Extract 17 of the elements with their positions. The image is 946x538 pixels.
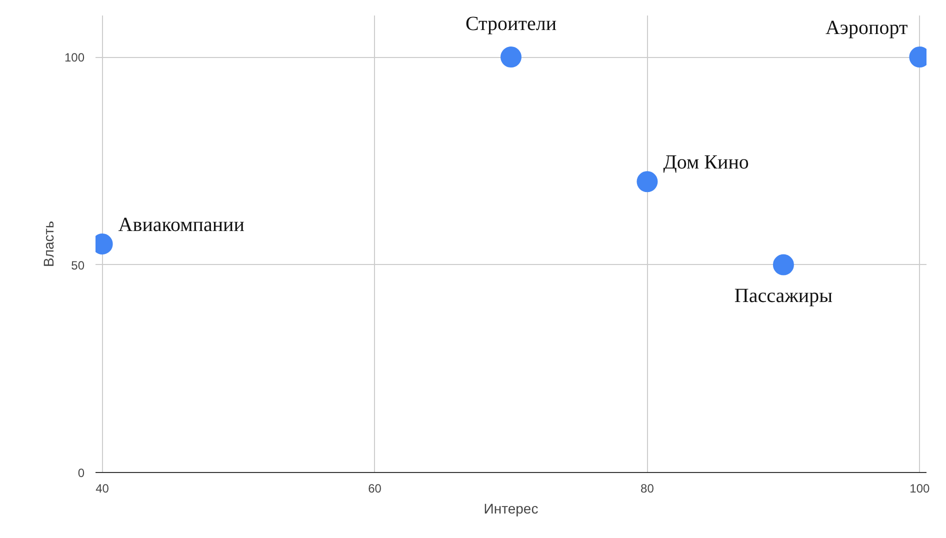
annotation: Строители bbox=[465, 13, 557, 36]
x-tick-label: 80 bbox=[640, 482, 654, 496]
annotation: Пассажиры bbox=[734, 284, 833, 307]
point bbox=[636, 171, 658, 192]
x-tick-label: 100 bbox=[910, 482, 930, 496]
point bbox=[500, 46, 522, 68]
y-tick-label: 100 bbox=[64, 50, 85, 65]
x-axis-title: Интерес bbox=[484, 500, 538, 516]
y-tick-label: 0 bbox=[78, 466, 85, 480]
x-tick-label: 40 bbox=[96, 482, 110, 496]
x-tick-label: 60 bbox=[368, 482, 382, 496]
annotation: Дом Кино bbox=[663, 152, 749, 174]
annotation: Авиакомпании bbox=[118, 214, 245, 236]
y-axis-title: Власть bbox=[40, 221, 56, 267]
y-tick-label: 50 bbox=[71, 258, 85, 272]
point bbox=[772, 254, 794, 276]
annotation: Аэропорт bbox=[825, 17, 908, 40]
